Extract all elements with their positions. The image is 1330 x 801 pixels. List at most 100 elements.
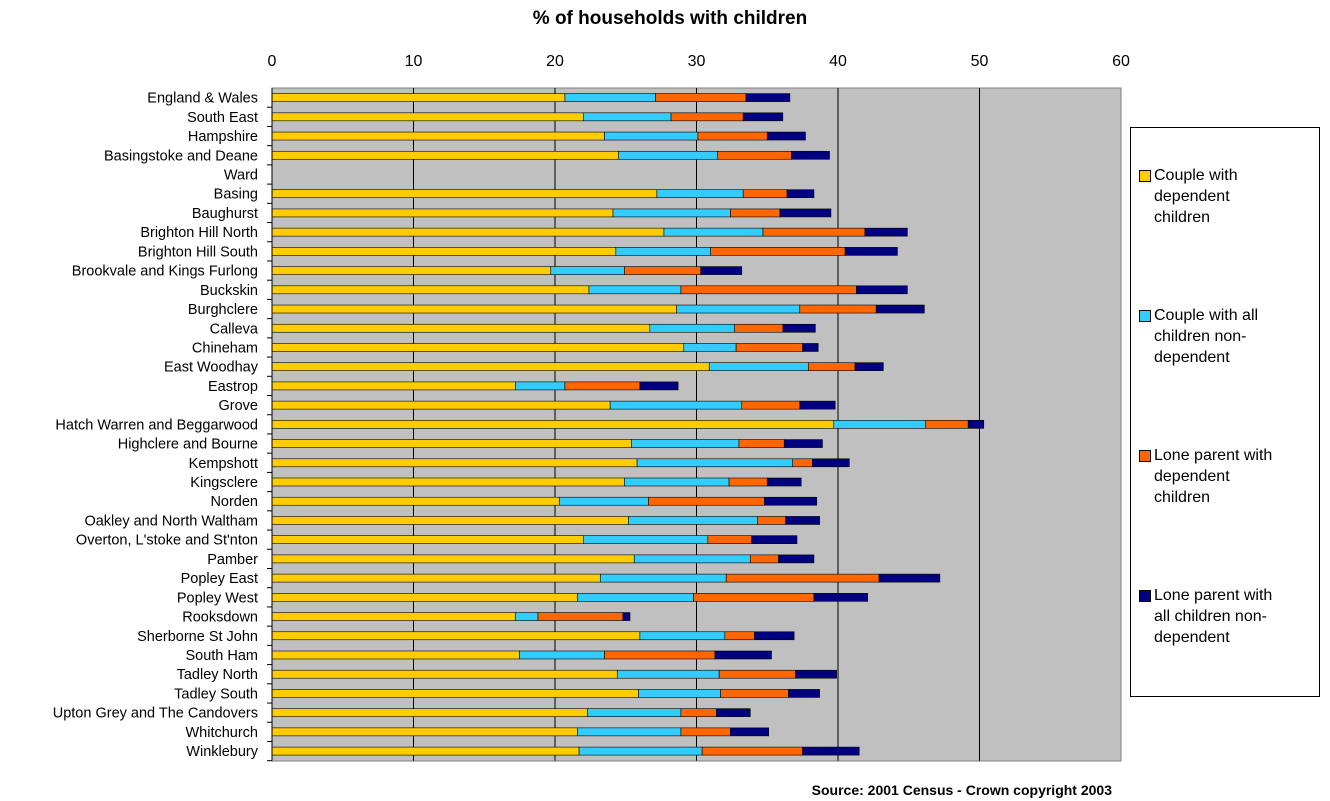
category-label: Burghclere [188,302,258,318]
bar-segment [878,573,941,583]
bar-segment [582,112,672,122]
category-label: Rooksdown [182,610,258,626]
category-label: England & Wales [147,91,258,107]
bar-segment [778,554,815,564]
chart-title: % of households with children [533,8,807,29]
legend-label: Lone parent with all children non-depende… [1154,585,1272,648]
x-axis-ticks: 0 10 20 30 40 50 60 [268,53,1130,70]
category-label: Brighton Hill North [140,225,258,241]
bar-segment [271,208,614,218]
bar-segment [663,227,764,237]
bar-segment [628,516,758,525]
bar-segment [749,554,779,564]
bar-segment [700,266,743,275]
bar-segment [764,496,818,506]
bar-segment [604,131,699,141]
bar-segment [785,516,820,525]
bar-segment [766,477,802,487]
bar-segment [271,477,625,487]
bar-segment [537,612,624,621]
bar-segment [612,208,731,218]
bar-segment [833,420,927,429]
category-label: Brighton Hill South [138,244,258,260]
bar-segment [578,746,703,756]
category-label: Kempshott [189,456,258,472]
bar-segment [701,746,803,756]
bar-segment [271,189,658,199]
bar-segment [618,150,719,160]
x-tick-label: 0 [268,53,277,70]
bar-segment [741,400,801,410]
bar-segment [271,93,566,102]
bar-segment [783,439,823,448]
bar-segment [271,150,619,160]
category-label: Whitchurch [185,725,258,741]
legend-label-line: dependent [1154,629,1230,646]
bar-segment [751,535,798,544]
bar-segment [680,708,717,717]
bar-segment [864,227,908,237]
legend-label: Couple with dependent children [1154,165,1238,228]
bar-segment [720,689,789,698]
legend-label-line: Lone parent with [1154,587,1273,604]
bar-segment [588,285,682,295]
bar-segment [788,689,820,698]
category-label: Winklebury [186,744,258,760]
bar-segment [844,247,898,256]
x-tick-label: 40 [829,53,847,70]
bar-segment [734,323,784,333]
x-tick-label: 20 [546,53,564,70]
bar-segment [639,381,679,391]
legend-label-line: dependent [1154,468,1230,485]
source-note: Source: 2001 Census - Crown copyright 20… [812,782,1113,798]
bar-segment [271,420,835,429]
bar-segment [802,746,860,756]
bar-segment [550,266,625,275]
category-label: Baughurst [192,206,258,222]
bar-segment [716,708,751,717]
bar-segment [577,727,682,737]
bar-segment [799,304,877,314]
bar-segment [582,535,709,544]
bar-segment [745,93,791,102]
category-label: Tadley South [174,686,258,702]
category-label: Basingstoke and Deane [104,148,258,164]
bar-segment [649,323,736,333]
bar-segment [714,650,772,660]
legend-label-line: dependent [1154,349,1230,366]
bar-segment [515,612,539,621]
category-label: Tadley North [177,667,258,683]
category-label: Overton, L'stoke and St'nton [76,533,258,549]
bar-segment [271,362,710,371]
legend-label-line: Lone parent with [1154,447,1273,464]
bar-segment [609,400,743,410]
x-tick-label: 50 [971,53,989,70]
category-label: Upton Grey and The Candovers [53,706,258,722]
category-label: Eastrop [208,379,258,395]
bar-segment [730,727,769,737]
bar-segment [271,458,638,468]
bar-segment [604,650,716,660]
bar-segment [728,477,768,487]
bar-segment [683,343,737,352]
bar-segment [615,247,711,256]
bar-segment [648,496,765,506]
category-label: South Ham [185,648,258,664]
bar-segment [725,573,880,583]
bar-segment [742,112,784,122]
bar-segment [693,593,815,602]
bar-segment [708,362,809,371]
bar-segment [622,612,631,621]
legend-label: Couple with all children non-dependent [1154,305,1258,368]
bar-segment [271,535,584,544]
bar-segment [577,593,694,602]
bar-segment [271,247,617,256]
legend-label-line: children [1154,489,1211,506]
x-tick-label: 30 [688,53,706,70]
category-label: Highclere and Bourne [118,437,258,453]
legend-item: Lone parent with dependent children [1139,445,1319,508]
bar-segment [802,343,819,352]
bar-segment [680,285,857,295]
bar-segment [631,439,740,448]
legend-swatch [1139,310,1151,322]
